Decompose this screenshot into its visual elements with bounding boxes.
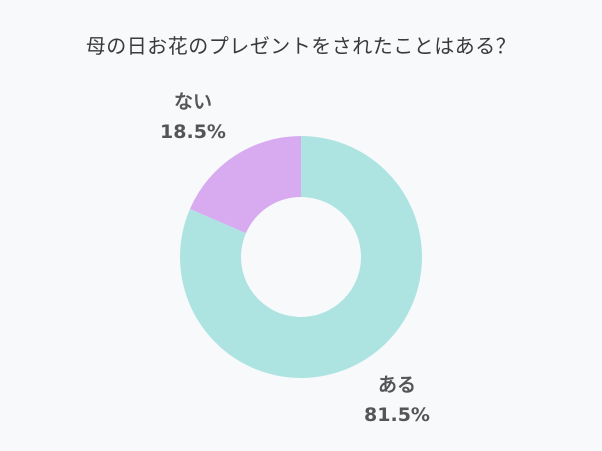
slice-value-aru: 81.5% xyxy=(364,404,430,426)
slice-value-nai: 18.5% xyxy=(160,121,226,143)
slice-label-nai: ない 18.5% xyxy=(148,87,238,147)
chart-title: 母の日お花のプレゼントをされたことはある？ xyxy=(85,34,517,58)
pie-slice-aru xyxy=(179,136,422,379)
slice-label-aru: ある 81.5% xyxy=(352,370,442,430)
pie-slice-nai xyxy=(189,136,301,234)
slice-name-nai: ない xyxy=(173,91,212,113)
slice-name-aru: ある xyxy=(377,374,416,396)
